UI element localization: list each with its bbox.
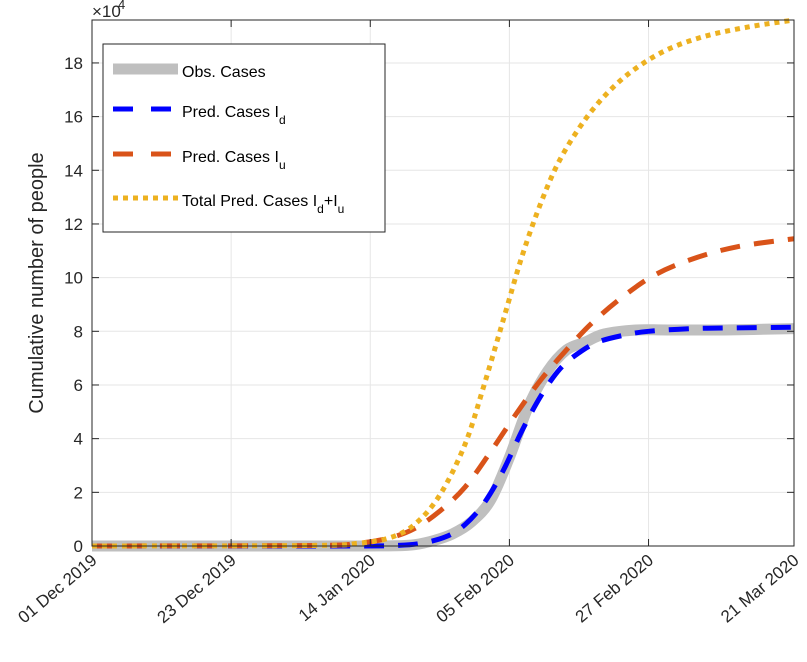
legend-label-main: Pred. Cases I xyxy=(182,104,279,121)
legend-label-mid: +I xyxy=(324,193,338,210)
legend-label-main: Pred. Cases I xyxy=(182,149,279,166)
legend-label-obs-cases: Obs. Cases xyxy=(182,64,266,81)
legend-swatches xyxy=(113,63,178,201)
legend: Obs. Cases Pred. Cases Id Pred. Cases Iu… xyxy=(102,43,386,233)
y-tick-label: 12 xyxy=(64,215,83,234)
y-tick-label: 8 xyxy=(74,322,83,341)
legend-label-sub: u xyxy=(338,202,345,216)
y-exponent-label: ×10 xyxy=(92,2,121,21)
y-tick-label: 2 xyxy=(74,483,83,502)
legend-label-total: Total Pred. Cases Id+Iu xyxy=(182,193,344,216)
y-tick-label: 10 xyxy=(64,269,83,288)
y-exponent-power: 4 xyxy=(118,0,125,12)
series-line-2 xyxy=(92,324,795,549)
legend-label-pred-id: Pred. Cases Id xyxy=(182,104,286,127)
x-tick-label: 01 Dec 2019 xyxy=(15,551,101,628)
legend-box xyxy=(102,43,386,233)
x-tick-label: 23 Dec 2019 xyxy=(154,551,240,628)
y-tick-label: 6 xyxy=(74,376,83,395)
y-tick-label: 4 xyxy=(74,430,83,449)
legend-label-main: Total Pred. Cases I xyxy=(182,193,317,210)
series-line-1 xyxy=(92,323,795,552)
series-line-3 xyxy=(92,236,795,549)
plot-frame xyxy=(91,19,795,547)
legend-label-sub: u xyxy=(279,158,286,172)
y-tick-label: 14 xyxy=(64,161,83,180)
y-axis-label: Cumulative number of people xyxy=(26,152,48,413)
legend-label-sub: d xyxy=(317,202,324,216)
x-tick-label: 27 Feb 2020 xyxy=(572,551,657,627)
legend-label-pred-iu: Pred. Cases Iu xyxy=(182,149,286,172)
x-tick-label: 05 Feb 2020 xyxy=(433,551,518,627)
y-tick-label: 0 xyxy=(74,537,83,556)
x-tick-label: 21 Mar 2020 xyxy=(717,551,802,627)
x-tick-label: 14 Jan 2020 xyxy=(295,551,379,626)
legend-label-sub: d xyxy=(279,113,286,127)
y-tick-label: 16 xyxy=(64,108,83,127)
y-tick-label: 18 xyxy=(64,54,83,73)
legend-label-main: Obs. Cases xyxy=(182,64,266,81)
